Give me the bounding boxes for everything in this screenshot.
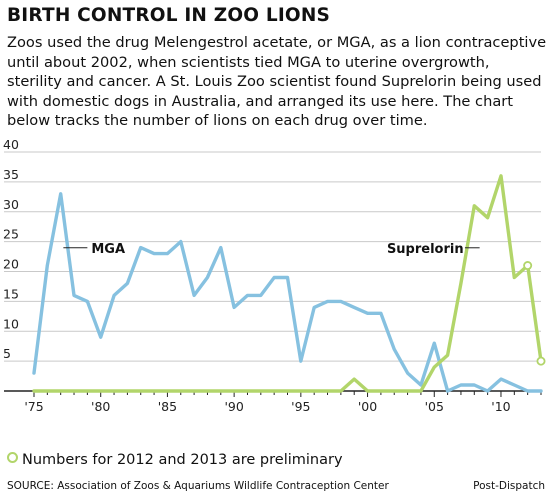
y-tick-label: 30 <box>3 197 19 212</box>
preliminary-point <box>536 356 546 366</box>
suprelorin-line <box>32 174 543 393</box>
x-tick-label: '00 <box>358 399 377 414</box>
credit-line: Post-Dispatch <box>473 480 545 492</box>
x-tick-labels: '75 '80 '85 '90 '95 '00 '05 '10 <box>24 399 510 414</box>
y-tick-label: 20 <box>3 257 19 272</box>
x-tick-label: '90 <box>224 399 243 414</box>
x-tick-label: '75 <box>24 399 43 414</box>
suprelorin-series-label: Suprelorin <box>387 242 464 257</box>
mga-series-label: MGA <box>91 242 125 257</box>
y-tick-label: 40 <box>3 140 19 152</box>
y-tick-label: 10 <box>3 316 19 331</box>
preliminary-point <box>523 261 533 271</box>
y-tick-label: 35 <box>3 167 19 182</box>
y-tick-label: 25 <box>3 227 19 242</box>
gridlines <box>4 151 542 397</box>
y-tick-label: 5 <box>3 346 11 361</box>
x-tick-label: '05 <box>425 399 444 414</box>
series-labels: MGA Suprelorin <box>63 242 480 257</box>
chart-title: BIRTH CONTROL IN ZOO LIONS <box>7 5 331 26</box>
x-tick-label: '10 <box>491 399 510 414</box>
source-line: SOURCE: Association of Zoos & Aquariums … <box>7 480 389 492</box>
preliminary-marker-icon <box>7 452 18 463</box>
preliminary-note: Numbers for 2012 and 2013 are preliminar… <box>7 452 343 468</box>
y-tick-labels: 5 10 15 20 25 30 35 40 <box>3 140 19 361</box>
x-tick-label: '80 <box>91 399 110 414</box>
mga-line <box>32 192 543 393</box>
y-tick-label: 15 <box>3 286 19 301</box>
x-tick-label: '95 <box>291 399 310 414</box>
intro-text: Zoos used the drug Melengestrol acetate,… <box>7 34 547 129</box>
preliminary-note-text: Numbers for 2012 and 2013 are preliminar… <box>22 452 343 468</box>
x-tick-label: '85 <box>158 399 177 414</box>
series-lines <box>32 174 543 393</box>
line-chart: 5 10 15 20 25 30 35 40 '75 '80 '85 '90 '95 '00 '05 '10… <box>3 140 546 414</box>
preliminary-markers <box>523 261 546 366</box>
